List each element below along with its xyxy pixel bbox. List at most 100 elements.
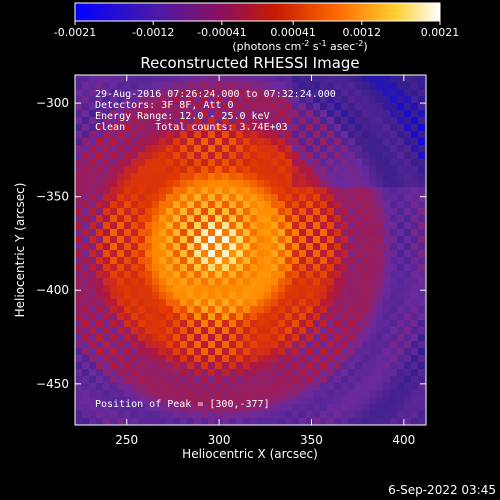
heatmap-cell [383,243,390,250]
heatmap-cell [341,103,348,110]
heatmap-cell [222,236,229,243]
heatmap-cell [418,362,425,369]
heatmap-cell [236,96,243,103]
heatmap-cell [411,152,418,159]
heatmap-cell [397,103,404,110]
heatmap-cell [180,292,187,299]
heatmap-cell [117,194,124,201]
heatmap-cell [187,383,194,390]
heatmap-cell [320,222,327,229]
heatmap-cell [124,397,131,404]
heatmap-cell [355,397,362,404]
heatmap-cell [271,383,278,390]
heatmap-cell [152,313,159,320]
heatmap-cell [404,229,411,236]
heatmap-cell [278,89,285,96]
heatmap-cell [82,82,89,89]
heatmap-cell [229,131,236,138]
heatmap-cell [313,285,320,292]
heatmap-cell [194,355,201,362]
heatmap-cell [152,110,159,117]
heatmap-cell [418,355,425,362]
heatmap-cell [82,152,89,159]
heatmap-cell [96,194,103,201]
heatmap-cell [334,313,341,320]
heatmap-cell [292,341,299,348]
heatmap-cell [264,397,271,404]
heatmap-cell [194,285,201,292]
heatmap-cell [334,411,341,418]
heatmap-cell [208,201,215,208]
heatmap-cell [103,383,110,390]
heatmap-cell [341,110,348,117]
heatmap-cell [362,341,369,348]
heatmap-cell [341,152,348,159]
heatmap-cell [75,390,82,397]
heatmap-cell [334,89,341,96]
heatmap-cell [215,285,222,292]
heatmap-cell [236,110,243,117]
heatmap-cell [145,180,152,187]
heatmap-cell [75,103,82,110]
heatmap-cell [215,320,222,327]
heatmap-cell [376,334,383,341]
heatmap-cell [362,404,369,411]
heatmap-cell [138,292,145,299]
heatmap-cell [334,75,341,82]
heatmap-cell [152,376,159,383]
heatmap-cell [145,292,152,299]
heatmap-cell [159,292,166,299]
heatmap-cell [404,173,411,180]
heatmap-cell [355,222,362,229]
heatmap-cell [152,271,159,278]
heatmap-cell [159,285,166,292]
heatmap-cell [173,187,180,194]
heatmap-cell [292,418,299,425]
heatmap-cell [236,411,243,418]
heatmap-cell [166,131,173,138]
heatmap-cell [208,369,215,376]
heatmap-cell [383,285,390,292]
heatmap-cell [145,208,152,215]
heatmap-cell [96,390,103,397]
heatmap-cell [397,278,404,285]
heatmap-cell [271,152,278,159]
heatmap-cell [355,327,362,334]
heatmap-cell [341,208,348,215]
heatmap-cell [313,159,320,166]
heatmap-cell [257,299,264,306]
heatmap-cell [348,173,355,180]
heatmap-cell [285,404,292,411]
heatmap-cell [166,159,173,166]
heatmap-cell [194,271,201,278]
heatmap-cell [138,404,145,411]
heatmap-cell [369,285,376,292]
heatmap-cell [89,404,96,411]
heatmap-cell [334,215,341,222]
heatmap-cell [271,124,278,131]
heatmap-cell [299,411,306,418]
heatmap-cell [145,376,152,383]
heatmap-cell [173,96,180,103]
heatmap-cell [334,250,341,257]
heatmap-cell [313,166,320,173]
heatmap-cell [271,320,278,327]
heatmap-cell [383,278,390,285]
heatmap-cell [369,355,376,362]
heatmap-cell [264,292,271,299]
heatmap-cell [299,75,306,82]
heatmap-cell [334,201,341,208]
heatmap-cell [166,215,173,222]
heatmap-cell [285,271,292,278]
heatmap-cell [271,362,278,369]
heatmap-cell [285,390,292,397]
heatmap-cell [257,278,264,285]
heatmap-cell [145,418,152,425]
heatmap-cell [418,159,425,166]
heatmap-cell [236,397,243,404]
heatmap-cell [292,306,299,313]
heatmap-cell [152,194,159,201]
heatmap-cell [131,348,138,355]
heatmap-cell [243,110,250,117]
heatmap-cell [96,145,103,152]
